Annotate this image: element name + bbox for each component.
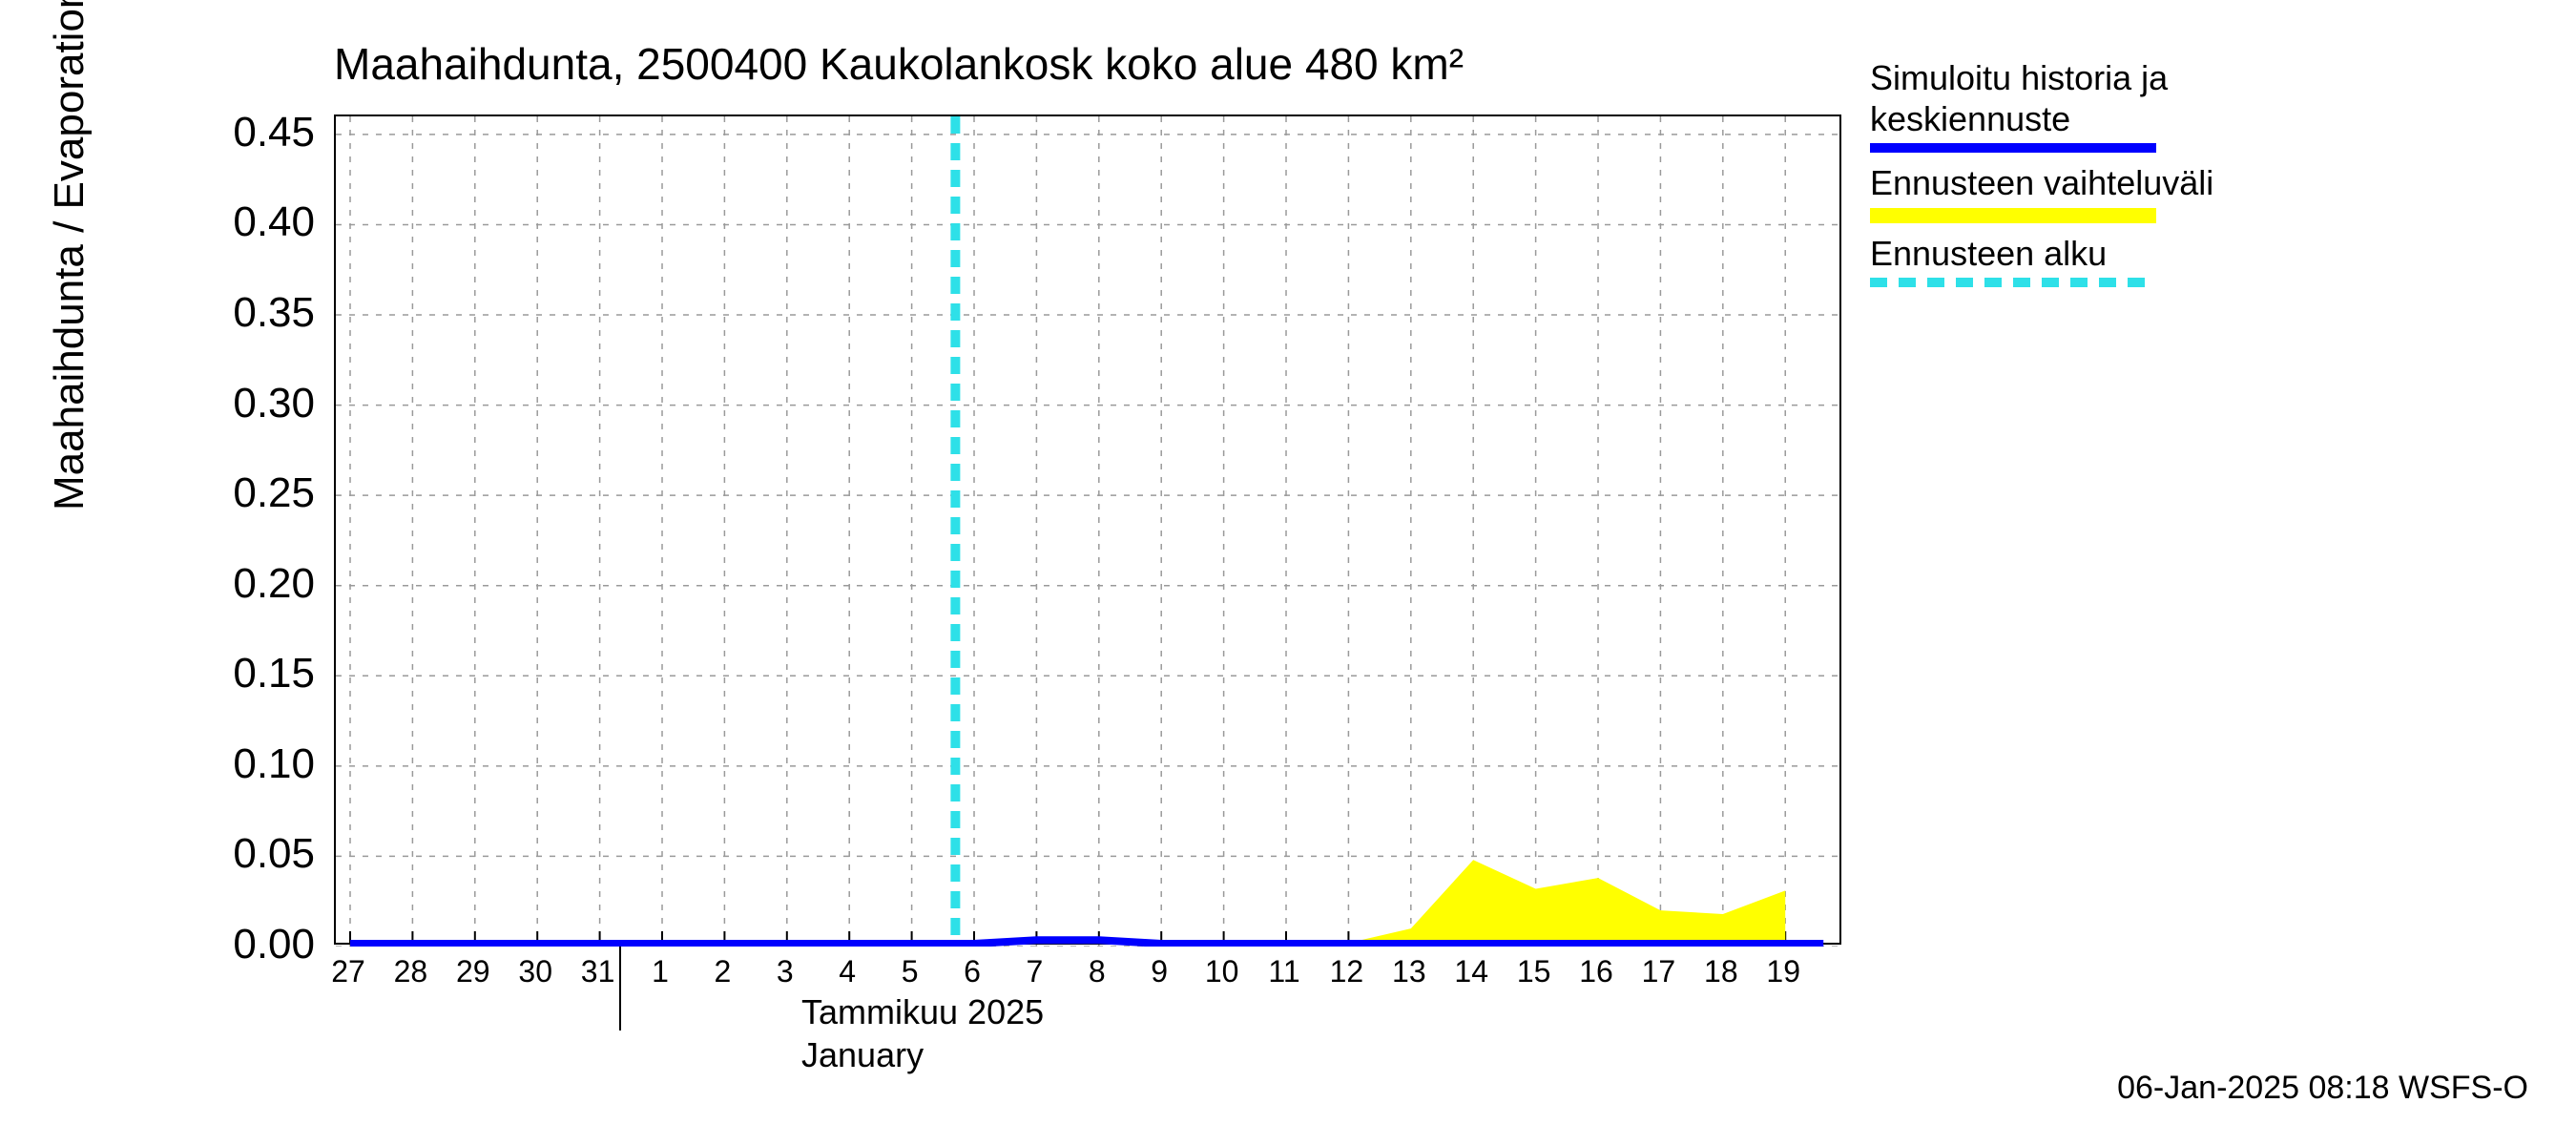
x-tick-label: 17	[1642, 954, 1676, 989]
x-tick-label: 31	[581, 954, 615, 989]
plot-area	[334, 114, 1841, 945]
chart-title: Maahaihdunta, 2500400 Kaukolankosk koko …	[334, 38, 1464, 90]
plot-svg	[336, 116, 1843, 947]
x-tick-label: 14	[1454, 954, 1488, 989]
y-tick-label: 0.25	[233, 469, 315, 517]
month-boundary-tick	[619, 945, 621, 1030]
x-tick-label: 4	[839, 954, 856, 989]
y-tick-label: 0.30	[233, 380, 315, 427]
legend-entry: Ennusteen vaihteluväli	[1870, 162, 2538, 222]
x-tick-label: 9	[1151, 954, 1168, 989]
legend-swatch	[1870, 143, 2156, 153]
y-tick-label: 0.40	[233, 198, 315, 246]
footer-timestamp: 06-Jan-2025 08:18 WSFS-O	[2117, 1070, 2528, 1107]
x-tick-label: 29	[456, 954, 490, 989]
x-tick-label: 8	[1089, 954, 1106, 989]
legend-label: keskiennuste	[1870, 98, 2538, 139]
x-tick-label: 3	[777, 954, 794, 989]
legend-swatch	[1870, 278, 2156, 287]
y-tick-label: 0.10	[233, 740, 315, 788]
y-tick-label: 0.05	[233, 830, 315, 878]
x-tick-label: 28	[394, 954, 428, 989]
x-tick-label: 5	[902, 954, 919, 989]
x-tick-label: 6	[964, 954, 981, 989]
y-axis-label: Maahaihdunta / Evaporation mm/d	[46, 0, 93, 510]
x-tick-label: 16	[1579, 954, 1613, 989]
chart-page: Maahaihdunta, 2500400 Kaukolankosk koko …	[0, 0, 2576, 1145]
legend-entry: Ennusteen alku	[1870, 233, 2538, 287]
legend-label: Ennusteen vaihteluväli	[1870, 162, 2538, 203]
legend-entry: Simuloitu historia jakeskiennuste	[1870, 57, 2538, 153]
x-axis-month-label-en: January	[801, 1035, 924, 1075]
legend-swatch	[1870, 208, 2156, 223]
x-tick-label: 2	[714, 954, 731, 989]
legend-label: Simuloitu historia ja	[1870, 57, 2538, 98]
y-tick-label: 0.20	[233, 560, 315, 608]
y-tick-label: 0.35	[233, 289, 315, 337]
x-tick-label: 12	[1330, 954, 1364, 989]
x-tick-label: 27	[331, 954, 365, 989]
y-tick-label: 0.45	[233, 109, 315, 156]
y-tick-label: 0.15	[233, 650, 315, 697]
legend: Simuloitu historia jakeskiennuste Ennuste…	[1870, 57, 2538, 297]
x-tick-label: 30	[518, 954, 552, 989]
x-tick-label: 15	[1517, 954, 1551, 989]
x-tick-label: 1	[652, 954, 669, 989]
x-tick-label: 13	[1392, 954, 1426, 989]
x-axis-month-label-fi: Tammikuu 2025	[801, 992, 1044, 1032]
x-tick-label: 11	[1268, 954, 1299, 989]
x-tick-label: 19	[1766, 954, 1800, 989]
x-tick-label: 10	[1205, 954, 1239, 989]
x-tick-label: 7	[1027, 954, 1044, 989]
y-tick-label: 0.00	[233, 921, 315, 968]
x-tick-label: 18	[1704, 954, 1738, 989]
legend-label: Ennusteen alku	[1870, 233, 2538, 274]
